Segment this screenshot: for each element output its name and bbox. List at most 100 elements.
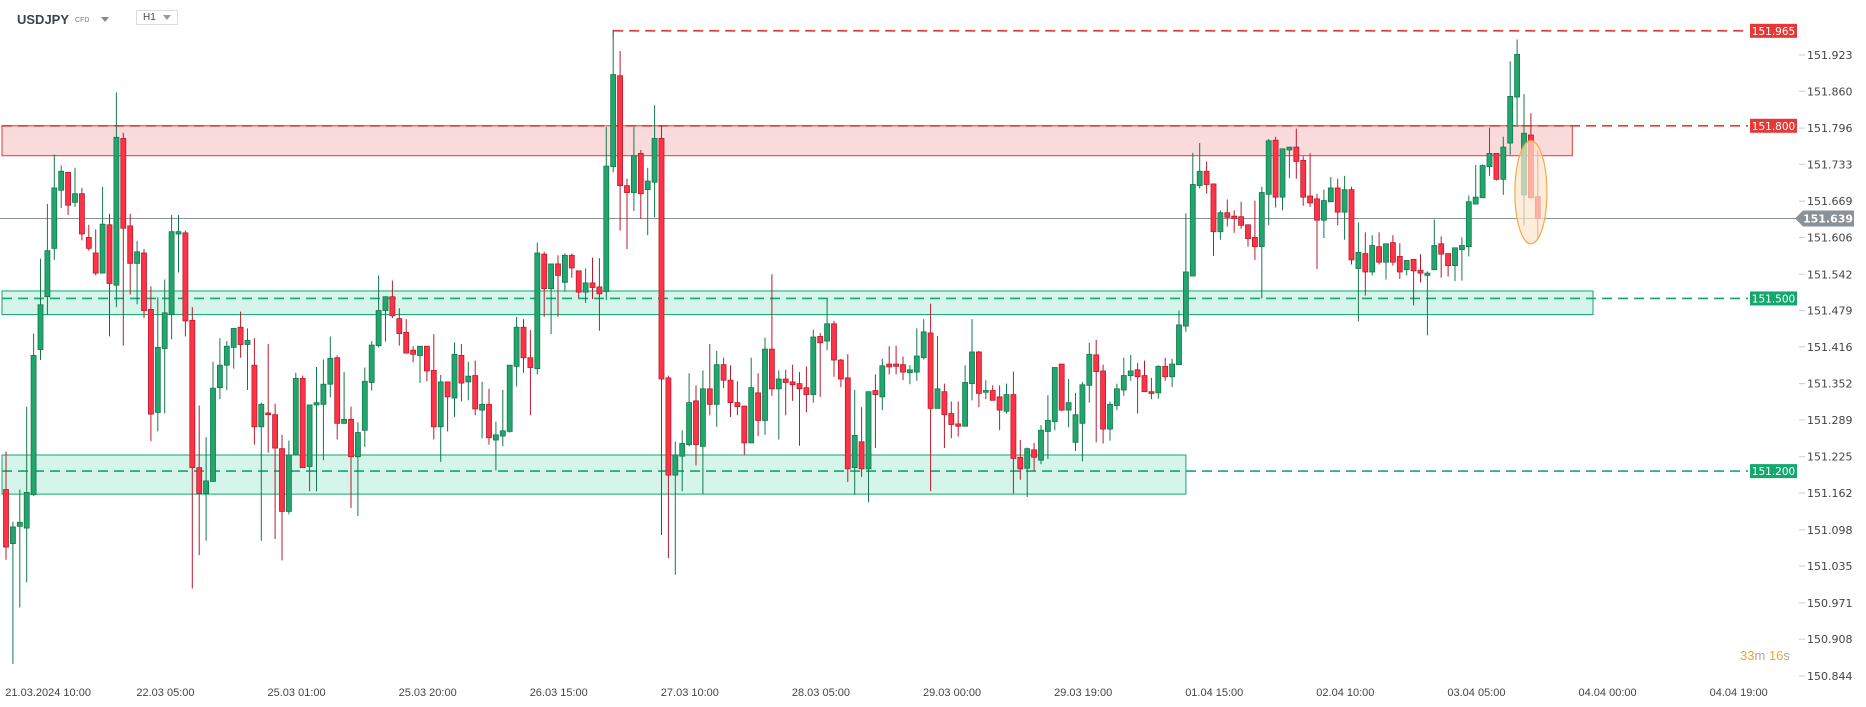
candle-body <box>1334 187 1341 213</box>
candle <box>313 366 320 492</box>
candle-countdown-timer: 33m 16s <box>1740 648 1790 663</box>
candle <box>810 329 817 403</box>
candle-body <box>44 250 51 298</box>
candle <box>1045 395 1051 460</box>
candle <box>258 402 265 541</box>
instrument-type: CFD <box>75 17 90 24</box>
candle-body <box>1438 243 1445 255</box>
candle-body <box>37 304 44 351</box>
candle-body <box>527 357 534 368</box>
candle-body <box>596 286 603 295</box>
candle <box>244 328 251 390</box>
candle <box>665 375 672 559</box>
symbol-selector[interactable]: USDJPY CFD <box>17 9 110 29</box>
candle-body <box>417 345 423 356</box>
candle <box>1065 379 1072 428</box>
candle <box>1417 254 1424 283</box>
candle-body <box>458 355 465 384</box>
candle-body <box>299 378 306 469</box>
candle <box>1307 153 1313 207</box>
candle-body <box>389 296 396 317</box>
candle-body <box>1045 420 1051 432</box>
candle-body <box>610 74 617 168</box>
candle <box>886 346 893 375</box>
candle-body <box>603 165 610 292</box>
x-axis-label: 21.03.2024 10:00 <box>5 687 91 699</box>
resistance-zone[interactable] <box>1 125 1573 157</box>
candle <box>341 372 348 424</box>
candle <box>161 279 168 414</box>
candle-body <box>1120 375 1127 391</box>
candle-body <box>1272 139 1279 198</box>
candle <box>644 167 651 236</box>
candle-body <box>886 363 893 368</box>
candle <box>651 105 658 218</box>
chevron-down-icon[interactable] <box>101 16 110 22</box>
candle <box>99 186 106 274</box>
support-zone[interactable] <box>1 454 1187 495</box>
candle <box>907 365 913 385</box>
support-zone[interactable] <box>1 290 1594 316</box>
candle <box>1203 161 1210 194</box>
candle <box>1079 381 1086 462</box>
y-axis-label: 151.669 <box>1807 195 1853 208</box>
candle <box>444 381 451 432</box>
candle <box>962 365 968 427</box>
candle-body <box>589 282 596 288</box>
candle <box>1169 358 1175 388</box>
candle-body <box>1231 215 1238 219</box>
candle-body <box>520 326 527 359</box>
candle <box>1314 193 1320 270</box>
y-axis-label: 151.733 <box>1807 158 1853 171</box>
candle-body <box>292 378 299 456</box>
candle <box>631 126 637 211</box>
candle <box>65 172 71 215</box>
candle <box>865 391 872 503</box>
candle <box>1107 401 1113 441</box>
candle <box>1438 236 1445 278</box>
candle-body <box>962 382 968 427</box>
candle-body <box>1514 54 1520 98</box>
candle <box>272 403 279 540</box>
candle-body <box>51 187 58 249</box>
candle <box>37 258 44 361</box>
candle-body <box>989 390 996 401</box>
candle-body <box>672 454 679 476</box>
candle-body <box>1217 212 1224 233</box>
candle-body <box>582 282 589 293</box>
candle <box>568 253 575 278</box>
candle <box>789 364 796 401</box>
timeframe-dropdown[interactable]: H1 <box>136 10 178 25</box>
candle <box>9 521 16 664</box>
candle-body <box>1486 153 1493 168</box>
candle <box>216 338 223 400</box>
candle-body <box>1383 243 1389 263</box>
candle-body <box>1038 429 1044 461</box>
candle-body <box>1327 187 1334 203</box>
candle <box>265 343 272 453</box>
candle-body <box>713 364 720 405</box>
candle <box>237 311 244 358</box>
x-axis-label: 26.03 15:00 <box>530 687 588 699</box>
y-axis-label: 151.860 <box>1807 85 1853 98</box>
candle <box>1217 210 1224 240</box>
candle <box>30 333 37 496</box>
candle-body <box>920 331 927 359</box>
candle <box>548 263 554 335</box>
candle-body <box>1390 242 1396 263</box>
candle <box>1321 189 1327 239</box>
candle <box>1472 164 1479 205</box>
candle <box>1459 237 1465 281</box>
candle-body <box>230 327 237 348</box>
candle <box>955 401 962 437</box>
candle <box>1196 143 1203 189</box>
candle-body <box>92 252 99 274</box>
candle-body <box>16 521 23 527</box>
level-label-bg <box>1750 23 1797 38</box>
x-axis-label: 29.03 00:00 <box>923 687 981 699</box>
candle-body <box>1376 246 1382 263</box>
candle <box>23 406 30 583</box>
candle-body <box>693 400 699 446</box>
candle <box>1245 224 1251 247</box>
